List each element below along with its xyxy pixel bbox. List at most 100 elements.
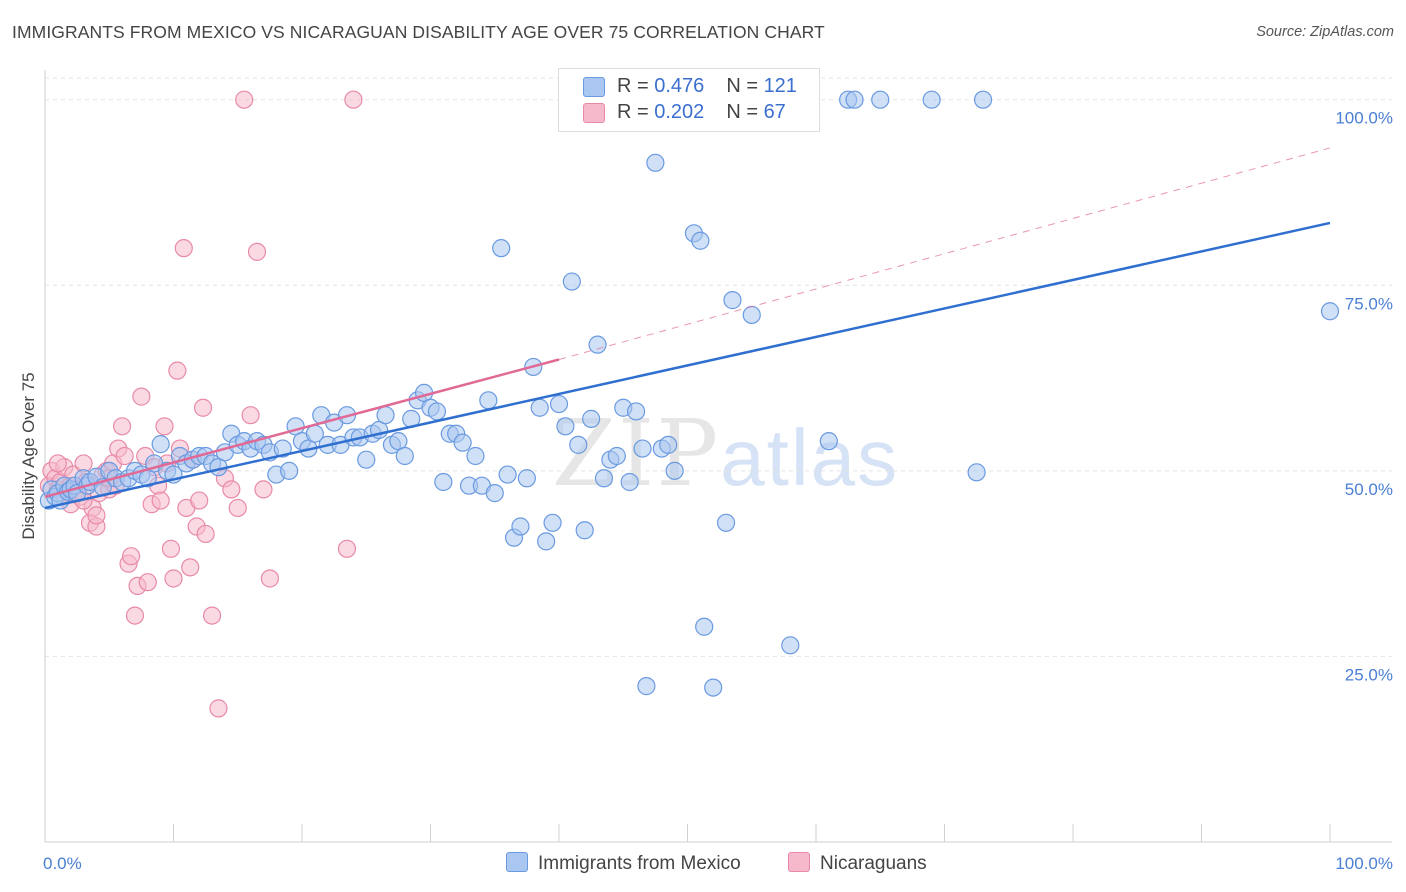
mexico-point (479, 391, 498, 410)
mexico-point (556, 417, 575, 436)
nicaraguan-point (260, 569, 279, 588)
nicaraguan-point (254, 480, 273, 499)
mexico-point (151, 435, 170, 454)
mexico-point (517, 469, 536, 488)
mexico-point (626, 402, 646, 421)
mexico-point (273, 439, 292, 458)
mexico-point (537, 532, 556, 551)
mexico-point (582, 409, 601, 428)
mexico-point (427, 402, 447, 421)
mexico-point (588, 335, 607, 354)
mexico-point (691, 231, 710, 250)
nicaraguan-point (155, 417, 174, 436)
nicaraguan-point (87, 506, 106, 525)
nicaraguan-point (247, 242, 267, 261)
mexico-point (620, 472, 639, 492)
mexico-point (511, 517, 530, 536)
mexico-point (659, 435, 678, 454)
mexico-point (594, 469, 614, 488)
mexico-point (280, 461, 299, 480)
mexico-point (922, 90, 941, 109)
mexico-point (742, 305, 761, 325)
mexico-point (575, 521, 594, 540)
nicaraguan-point (181, 558, 200, 577)
mexico-point (723, 291, 742, 310)
mexico-point (871, 90, 890, 109)
mexico-point (967, 463, 986, 482)
nicaraguan-point (115, 446, 134, 466)
data-points (39, 90, 1340, 718)
legend-n-value-mexico: 121 (763, 75, 797, 97)
mexico-point (633, 439, 652, 458)
nicaraguan-point (202, 606, 222, 625)
nicaraguan-point (174, 239, 193, 258)
mexico-point (569, 435, 588, 454)
mexico-point (395, 446, 414, 466)
bottom-legend-swatch-mexico (506, 852, 528, 872)
legend-r-label: R = (617, 75, 655, 97)
stats-legend: R = 0.476 N = 121 R = 0.202 N = 67 (558, 68, 820, 132)
nicaraguan-point (241, 406, 260, 425)
nicaraguan-point (228, 498, 247, 518)
mexico-point (819, 432, 838, 451)
mexico-point (562, 272, 581, 291)
nicaraguan-point (193, 398, 213, 417)
legend-n-label: N = (726, 75, 764, 97)
legend-swatch-mexico (583, 77, 605, 97)
mexico-point (543, 513, 562, 532)
mexico-point (485, 484, 504, 503)
nicaraguan-point (190, 491, 209, 510)
grid-lines (45, 77, 1392, 657)
nicaraguan-point (196, 524, 215, 544)
nicaraguan-trend-line (44, 358, 560, 499)
mexico-point (453, 433, 472, 452)
nicaraguan-point (161, 539, 181, 558)
watermark-atlas: atlas (720, 413, 900, 502)
mexico-point (466, 446, 485, 466)
legend-swatch-nicaraguans (583, 103, 605, 123)
mexico-point (357, 450, 376, 469)
mexico-point (716, 513, 736, 532)
legend-r-label: R = (617, 101, 655, 123)
mexico-point (434, 472, 453, 492)
source-label[interactable]: Source: ZipAtlas.com (1256, 24, 1394, 40)
legend-r-value-mexico: 0.476 (654, 75, 705, 97)
nicaraguan-point (209, 699, 228, 718)
x-tick-label-min: 0.0% (43, 854, 82, 873)
bottom-legend-label-nicaraguans: Nicaraguans (820, 853, 927, 874)
nicaraguan-point (138, 573, 157, 592)
legend-n-value-nicaraguans: 67 (763, 101, 786, 123)
nicaraguan-trend-extension (558, 147, 1331, 360)
nicaraguan-point (164, 569, 183, 588)
mexico-point (845, 90, 864, 109)
nicaraguan-point (112, 417, 132, 436)
mexico-point (498, 465, 517, 484)
mexico-point (530, 398, 549, 417)
nicaraguan-point (168, 361, 187, 380)
y-axis-title: Disability Age Over 75 (19, 372, 38, 539)
tick-labels: 25.0% 50.0% 75.0% 100.0% 0.0% 100.0% (43, 109, 1393, 873)
mexico-trend-line (44, 221, 1331, 510)
mexico-point (973, 90, 993, 109)
y-tick-label: 25.0% (1345, 665, 1393, 684)
nicaraguan-point (151, 491, 170, 510)
mexico-point (607, 446, 626, 466)
mexico-point (549, 394, 569, 414)
mexico-point (665, 461, 684, 480)
bottom-legend-mexico[interactable]: Immigrants from Mexico (506, 852, 741, 875)
nicaraguan-point (235, 90, 254, 109)
mexico-point (704, 678, 723, 697)
nicaraguan-point (222, 480, 241, 499)
bottom-legend-label-mexico: Immigrants from Mexico (538, 853, 741, 874)
mexico-point (781, 636, 800, 655)
bottom-legend-swatch-nicaraguans (788, 852, 810, 872)
bottom-legend-nicaraguans[interactable]: Nicaraguans (788, 852, 927, 875)
nicaraguan-point (132, 387, 151, 406)
mexico-point (492, 239, 511, 258)
nicaraguan-point (121, 547, 141, 566)
chart-title: IMMIGRANTS FROM MEXICO VS NICARAGUAN DIS… (12, 22, 825, 42)
y-tick-label: 75.0% (1345, 294, 1393, 313)
nicaraguan-point (337, 539, 357, 558)
axes (44, 70, 1392, 843)
